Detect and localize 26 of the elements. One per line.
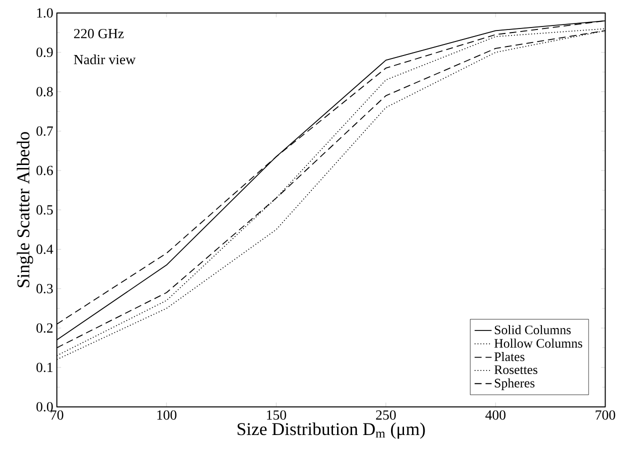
y-tick-label: 0.0 — [36, 402, 53, 412]
y-tick-label: 0.3 — [36, 284, 53, 294]
legend-label: Hollow Columns — [494, 338, 582, 348]
x-tick-label: 70 — [50, 410, 64, 420]
y-tick-label: 0.4 — [36, 244, 54, 254]
y-tick-label: 0.9 — [36, 48, 53, 58]
x-tick-label: 150 — [266, 410, 286, 420]
legend-label: Solid Columns — [494, 325, 571, 334]
x-tick-label: 400 — [485, 410, 506, 420]
y-axis-title: Single Scatter Albedo — [16, 132, 34, 288]
legend-label: Rosettes — [494, 366, 538, 374]
y-tick-label: 0.6 — [36, 166, 53, 176]
annotation: Nadir view — [74, 54, 136, 64]
x-tick-label: 250 — [376, 410, 396, 420]
y-tick-label: 1.0 — [37, 8, 53, 18]
y-tick-label: 0.2 — [36, 323, 53, 333]
y-tick-label: 0.7 — [36, 126, 53, 136]
x-tick-label: 700 — [596, 410, 616, 420]
y-tick-label: 0.5 — [36, 205, 53, 215]
legend-label: Plates — [494, 352, 524, 362]
y-tick-label: 0.8 — [36, 87, 53, 97]
x-tick-label: 100 — [157, 410, 176, 420]
y-tick-label: 0.1 — [36, 362, 53, 372]
legend-label: Spheres — [494, 378, 534, 390]
annotation: 220 GHz — [74, 29, 124, 38]
x-axis-title: Size Distribution D$_{m}$ (μm) — [238, 422, 425, 439]
